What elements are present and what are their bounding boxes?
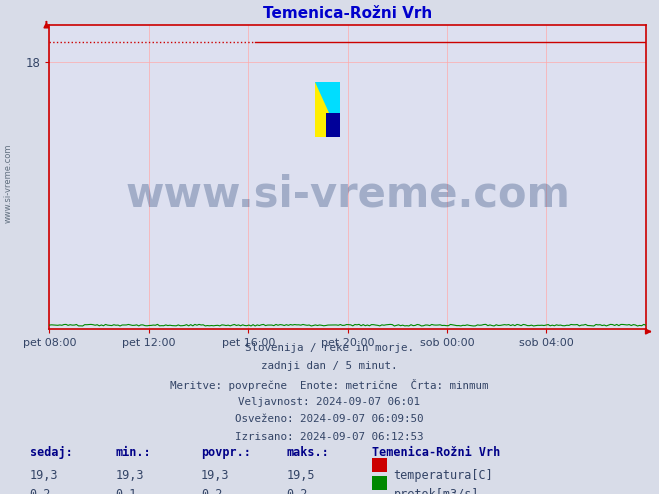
Text: pretok[m3/s]: pretok[m3/s] (393, 488, 479, 494)
Polygon shape (315, 82, 340, 137)
Text: www.si-vreme.com: www.si-vreme.com (3, 143, 13, 222)
Text: 19,3: 19,3 (30, 469, 58, 482)
Text: maks.:: maks.: (287, 446, 330, 458)
Bar (326, 113, 340, 137)
Text: temperatura[C]: temperatura[C] (393, 469, 493, 482)
Text: 0,2: 0,2 (30, 488, 51, 494)
Text: 0,2: 0,2 (287, 488, 308, 494)
Text: Izrisano: 2024-09-07 06:12:53: Izrisano: 2024-09-07 06:12:53 (235, 432, 424, 442)
Text: povpr.:: povpr.: (201, 446, 251, 458)
Text: Osveženo: 2024-09-07 06:09:50: Osveženo: 2024-09-07 06:09:50 (235, 414, 424, 424)
Text: Veljavnost: 2024-09-07 06:01: Veljavnost: 2024-09-07 06:01 (239, 397, 420, 407)
Text: 0,1: 0,1 (115, 488, 136, 494)
Text: sedaj:: sedaj: (30, 446, 72, 458)
Text: Temenica-Rožni Vrh: Temenica-Rožni Vrh (372, 446, 501, 458)
Text: 19,3: 19,3 (201, 469, 229, 482)
Title: Temenica-Rožni Vrh: Temenica-Rožni Vrh (263, 6, 432, 21)
Text: zadnji dan / 5 minut.: zadnji dan / 5 minut. (261, 361, 398, 371)
Text: min.:: min.: (115, 446, 151, 458)
Text: www.si-vreme.com: www.si-vreme.com (125, 174, 570, 216)
Text: Meritve: povprečne  Enote: metrične  Črta: minmum: Meritve: povprečne Enote: metrične Črta:… (170, 379, 489, 391)
Bar (315, 82, 340, 137)
Text: 0,2: 0,2 (201, 488, 222, 494)
Text: 19,5: 19,5 (287, 469, 315, 482)
Text: 19,3: 19,3 (115, 469, 144, 482)
Text: Slovenija / reke in morje.: Slovenija / reke in morje. (245, 343, 414, 353)
